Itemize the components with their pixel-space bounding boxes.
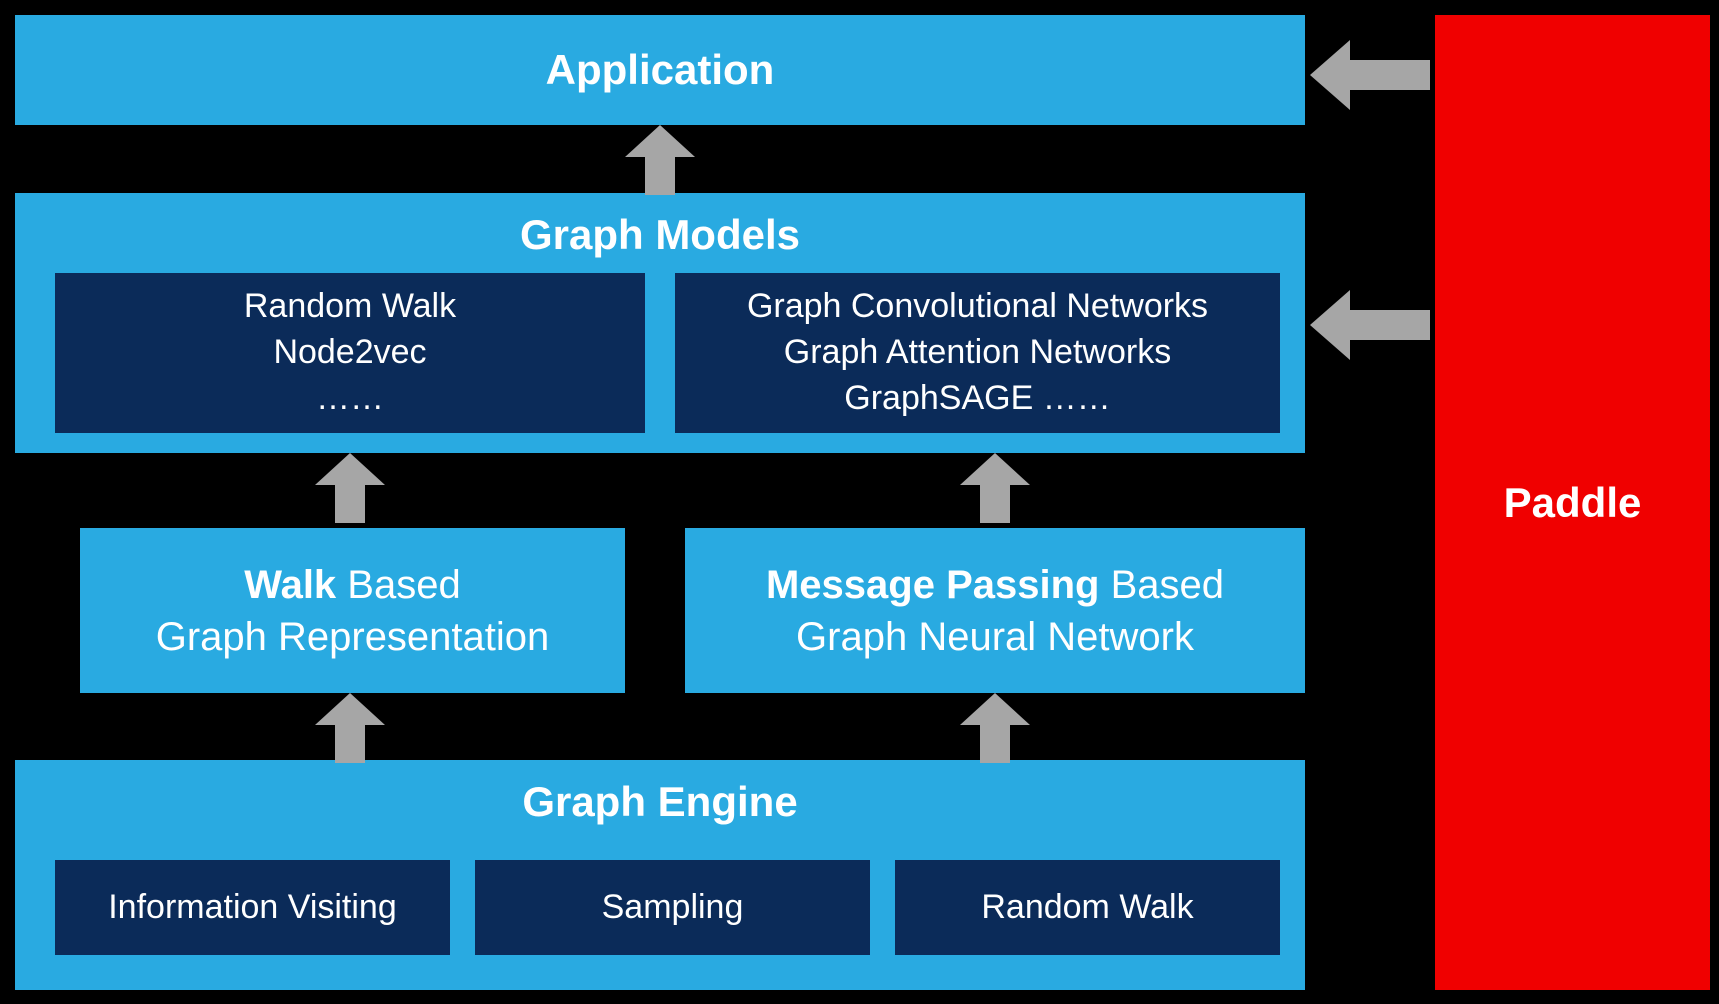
paddle-layer: Paddle [1435, 15, 1710, 990]
graph-engine-layer: Graph Engine Information Visiting Sampli… [15, 760, 1305, 990]
graph-engine-label: Graph Engine [522, 778, 797, 825]
rw-line3: …… [316, 376, 384, 422]
random-walk-engine-label: Random Walk [981, 885, 1193, 931]
mp-line1: Message Passing Based [766, 559, 1224, 611]
application-label: Application [546, 46, 775, 94]
message-passing-layer: Message Passing Based Graph Neural Netwo… [685, 528, 1305, 693]
rw-line1: Random Walk [244, 284, 456, 330]
walk-line2: Graph Representation [156, 611, 550, 663]
arrow-up-icon [315, 693, 385, 763]
arrow-up-icon [960, 693, 1030, 763]
info-visiting-label: Information Visiting [108, 885, 397, 931]
rw-line2: Node2vec [273, 330, 426, 376]
gnn-line2: Graph Attention Networks [784, 330, 1171, 376]
arrow-up-icon [960, 453, 1030, 523]
walk-line1: Walk Based [244, 559, 460, 611]
arrow-up-icon [315, 453, 385, 523]
gnn-line3: GraphSAGE …… [844, 376, 1110, 422]
graph-models-layer: Graph Models Random Walk Node2vec …… Gra… [15, 193, 1305, 453]
gnn-box: Graph Convolutional Networks Graph Atten… [675, 273, 1280, 433]
arrow-left-icon [1310, 290, 1430, 360]
mp-bold: Message Passing [766, 563, 1100, 607]
arrow-up-icon [625, 125, 695, 195]
gnn-line1: Graph Convolutional Networks [747, 284, 1208, 330]
architecture-diagram: Application Graph Models Random Walk Nod… [0, 0, 1719, 1004]
sampling-label: Sampling [602, 885, 744, 931]
walk-rest: Based [336, 563, 461, 607]
random-walk-engine-box: Random Walk [895, 860, 1280, 955]
walk-based-layer: Walk Based Graph Representation [80, 528, 625, 693]
walk-bold: Walk [244, 563, 336, 607]
arrow-left-icon [1310, 40, 1430, 110]
paddle-label: Paddle [1504, 479, 1642, 527]
sampling-box: Sampling [475, 860, 870, 955]
random-walk-box: Random Walk Node2vec …… [55, 273, 645, 433]
mp-rest: Based [1099, 563, 1224, 607]
application-layer: Application [15, 15, 1305, 125]
graph-models-label: Graph Models [520, 211, 800, 258]
mp-line2: Graph Neural Network [796, 611, 1194, 663]
info-visiting-box: Information Visiting [55, 860, 450, 955]
